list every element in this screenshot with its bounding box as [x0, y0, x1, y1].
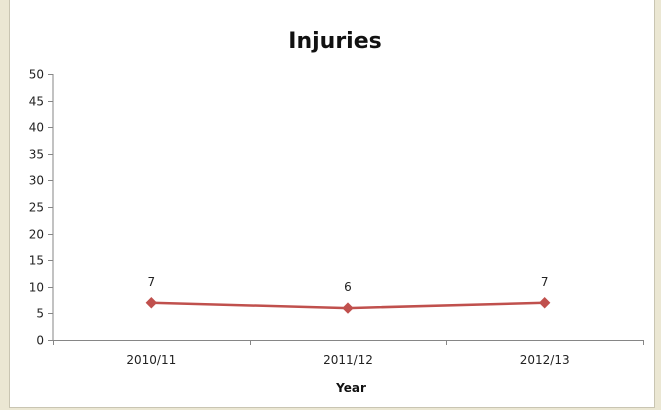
- data-label: 6: [344, 280, 352, 294]
- y-tick-label: 25: [29, 201, 44, 215]
- x-tick-label: 2010/11: [126, 353, 176, 367]
- y-tick-label: 40: [29, 121, 44, 135]
- data-point-marker: [538, 297, 551, 309]
- data-label: 7: [148, 275, 156, 289]
- y-tick-label: 0: [36, 334, 44, 348]
- data-label: 7: [541, 275, 549, 289]
- y-tick-label: 20: [29, 228, 44, 242]
- x-tick-label: 2011/12: [323, 353, 373, 367]
- x-tick-label: 2012/13: [520, 353, 570, 367]
- x-axis: 2010/11 2011/12 2012/13: [53, 340, 644, 367]
- data-point-marker: [145, 297, 158, 309]
- y-tick-label: 5: [36, 307, 44, 321]
- y-axis: 0 5 10 15 20 25 30 35 40 45 50: [29, 68, 54, 348]
- series-layer: 7 6 7: [145, 275, 551, 314]
- chart-title: Injuries: [288, 29, 381, 54]
- y-tick-label: 50: [29, 68, 44, 82]
- y-tick-label: 15: [29, 254, 44, 268]
- y-tick-label: 30: [29, 174, 44, 188]
- x-axis-label: Year: [335, 381, 366, 395]
- y-tick-label: 45: [29, 95, 44, 109]
- chart-area: Injuries 0 5 10 15 20 25 30 35 40 45 50 2010/11 201…: [9, 0, 655, 408]
- y-tick-label: 10: [29, 281, 44, 295]
- data-point-marker: [342, 302, 354, 314]
- y-tick-label: 35: [29, 148, 44, 162]
